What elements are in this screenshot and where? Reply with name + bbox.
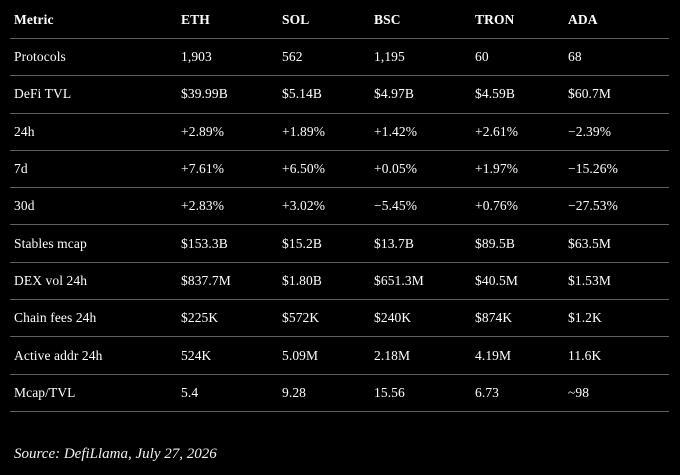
table-row: Protocols 1,903 562 1,195 60 68 bbox=[10, 39, 669, 77]
row-label: Chain fees 24h bbox=[14, 310, 97, 326]
table-row: Mcap/TVL 5.4 9.28 15.56 6.73 ~98 bbox=[10, 375, 669, 412]
table-row: 30d +2.83% +3.02% −5.45% +0.76% −27.53% bbox=[10, 188, 669, 226]
table-cell: $837.7M bbox=[181, 272, 231, 288]
header-bsc: BSC bbox=[374, 11, 401, 27]
table-row: Chain fees 24h $225K $572K $240K $874K $1.2K bbox=[10, 300, 669, 338]
row-label: Mcap/TVL bbox=[14, 384, 76, 400]
table-cell: 6.73 bbox=[475, 384, 500, 400]
table-cell: 1,195 bbox=[374, 49, 405, 65]
table-cell: $4.97B bbox=[374, 86, 414, 102]
table-row: DeFi TVL $39.99B $5.14B $4.97B $4.59B $60.7M bbox=[10, 76, 669, 114]
table-cell: $1.53M bbox=[568, 272, 611, 288]
table-cell: +1.97% bbox=[475, 161, 519, 177]
table-cell: $60.7M bbox=[568, 86, 611, 102]
table-cell: $1.80B bbox=[282, 272, 322, 288]
row-label: 7d bbox=[14, 161, 28, 177]
row-label: DeFi TVL bbox=[14, 86, 72, 102]
row-label: 30d bbox=[14, 198, 35, 214]
table-cell: $1.2K bbox=[568, 310, 602, 326]
header-tron: TRON bbox=[475, 11, 515, 27]
table-cell: +2.89% bbox=[181, 123, 225, 139]
table-cell: $874K bbox=[475, 310, 513, 326]
table-cell: 4.19M bbox=[475, 347, 512, 363]
table-cell: 60 bbox=[475, 49, 489, 65]
table-cell: +0.05% bbox=[374, 161, 418, 177]
table-cell: $651.3M bbox=[374, 272, 424, 288]
table-cell: +2.83% bbox=[181, 198, 225, 214]
table-cell: $40.5M bbox=[475, 272, 518, 288]
row-label: 24h bbox=[14, 123, 35, 139]
table-row: 24h +2.89% +1.89% +1.42% +2.61% −2.39% bbox=[10, 114, 669, 151]
row-label: DEX vol 24h bbox=[14, 272, 88, 288]
table-cell: +0.76% bbox=[475, 198, 519, 214]
table-cell: 11.6K bbox=[568, 347, 602, 363]
table-cell: 1,903 bbox=[181, 49, 212, 65]
table-cell: +1.42% bbox=[374, 123, 418, 139]
table-row: Active addr 24h 524K 5.09M 2.18M 4.19M 11.6K bbox=[10, 337, 669, 375]
table-cell: ~98 bbox=[568, 384, 590, 400]
header-metric: Metric bbox=[14, 11, 54, 27]
table-row: 7d +7.61% +6.50% +0.05% +1.97% −15.26% bbox=[10, 151, 669, 189]
table-cell: $5.14B bbox=[282, 86, 322, 102]
header-eth: ETH bbox=[181, 11, 210, 27]
table-cell: $153.3B bbox=[181, 235, 228, 251]
table-cell: 562 bbox=[282, 49, 303, 65]
header-sol: SOL bbox=[282, 11, 310, 27]
table-cell: +6.50% bbox=[282, 161, 326, 177]
row-label: Active addr 24h bbox=[14, 347, 103, 363]
table-cell: $89.5B bbox=[475, 235, 515, 251]
row-label: Protocols bbox=[14, 49, 66, 65]
table-cell: $13.7B bbox=[374, 235, 414, 251]
table-cell: 5.4 bbox=[181, 384, 199, 400]
table-cell: +3.02% bbox=[282, 198, 326, 214]
table-cell: 2.18M bbox=[374, 347, 411, 363]
comparison-table: Metric ETH SOL BSC TRON ADA Protocols 1,9… bbox=[10, 1, 669, 412]
table-cell: −2.39% bbox=[568, 123, 612, 139]
table-cell: 68 bbox=[568, 49, 582, 65]
table-cell: $4.59B bbox=[475, 86, 515, 102]
table-cell: $63.5M bbox=[568, 235, 611, 251]
table-cell: −15.26% bbox=[568, 161, 618, 177]
header-ada: ADA bbox=[568, 11, 598, 27]
table-cell: $572K bbox=[282, 310, 320, 326]
table-cell: $15.2B bbox=[282, 235, 322, 251]
table-cell: 15.56 bbox=[374, 384, 405, 400]
table-row: Stables mcap $153.3B $15.2B $13.7B $89.5B $63… bbox=[10, 225, 669, 263]
table-cell: +7.61% bbox=[181, 161, 225, 177]
table-cell: $39.99B bbox=[181, 86, 228, 102]
table-row: DEX vol 24h $837.7M $1.80B $651.3M $40.5M $1.… bbox=[10, 263, 669, 301]
table-cell: $240K bbox=[374, 310, 412, 326]
source-caption: Source: DefiLlama, July 27, 2026 bbox=[14, 446, 217, 462]
table-cell: −5.45% bbox=[374, 198, 418, 214]
row-label: Stables mcap bbox=[14, 235, 87, 251]
table-cell: −27.53% bbox=[568, 198, 618, 214]
table-cell: 5.09M bbox=[282, 347, 319, 363]
table-cell: $225K bbox=[181, 310, 219, 326]
table-cell: +1.89% bbox=[282, 123, 326, 139]
table-cell: +2.61% bbox=[475, 123, 519, 139]
table-header: Metric ETH SOL BSC TRON ADA bbox=[10, 1, 669, 39]
table-cell: 9.28 bbox=[282, 384, 307, 400]
table-cell: 524K bbox=[181, 347, 212, 363]
